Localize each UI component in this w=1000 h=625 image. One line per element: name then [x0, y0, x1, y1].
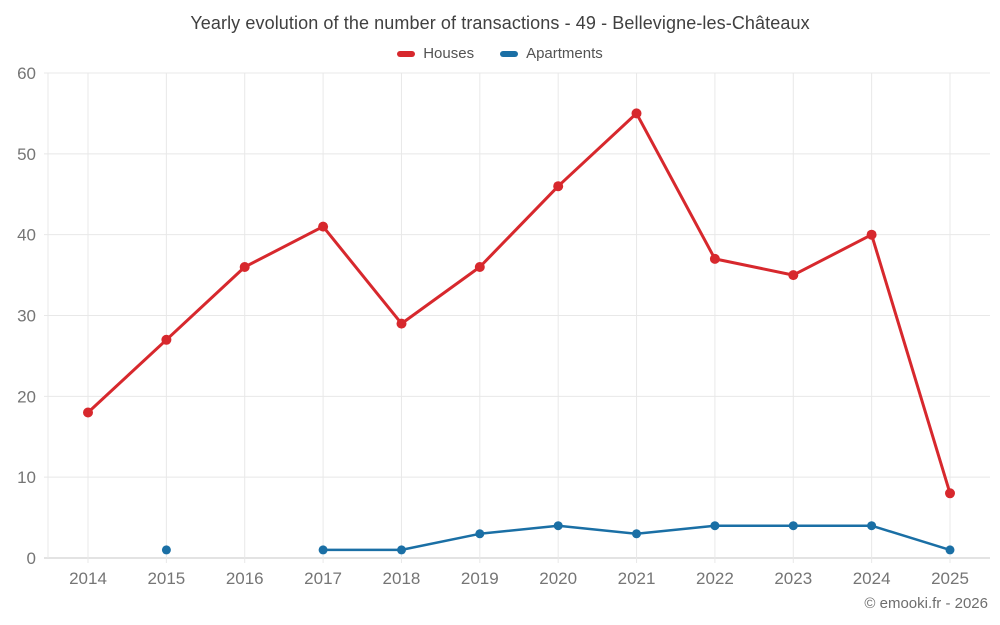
point-apartments-2018[interactable]	[397, 545, 406, 555]
copyright-credit: © emooki.fr - 2026	[864, 595, 988, 612]
x-axis-label-2021: 2021	[618, 569, 656, 588]
chart-legend: Houses Apartments	[0, 45, 1000, 62]
point-houses-2018[interactable]	[396, 318, 407, 329]
x-axis-label-2019: 2019	[461, 569, 499, 588]
point-apartments-2020[interactable]	[553, 521, 563, 531]
x-axis-label-2016: 2016	[226, 569, 264, 588]
x-axis-label-2023: 2023	[774, 569, 812, 588]
x-axis-label-2017: 2017	[304, 569, 342, 588]
point-houses-2022[interactable]	[709, 253, 720, 264]
point-houses-2025[interactable]	[945, 488, 955, 499]
x-axis-label-2025: 2025	[931, 569, 969, 588]
y-axis-label-40: 40	[17, 226, 36, 245]
x-axis-label-2018: 2018	[383, 569, 421, 588]
x-axis-label-2022: 2022	[696, 569, 734, 588]
y-axis-label-0: 0	[27, 549, 36, 568]
point-apartments-2025[interactable]	[945, 545, 955, 555]
x-axis-label-2024: 2024	[853, 569, 891, 588]
y-axis-label-20: 20	[17, 387, 36, 406]
x-axis-label-2020: 2020	[539, 569, 577, 588]
point-apartments-2023[interactable]	[788, 521, 798, 531]
legend-label-houses: Houses	[423, 45, 475, 62]
point-houses-2019[interactable]	[474, 262, 485, 272]
point-houses-2016[interactable]	[239, 262, 250, 272]
point-houses-2015[interactable]	[161, 334, 172, 345]
point-houses-2021[interactable]	[631, 108, 642, 119]
point-houses-2017[interactable]	[318, 221, 329, 232]
point-houses-2020[interactable]	[553, 181, 564, 192]
y-axis-label-50: 50	[17, 145, 36, 164]
point-apartments-2024[interactable]	[867, 521, 877, 531]
point-apartments-2017[interactable]	[318, 545, 328, 555]
y-axis-label-10: 10	[17, 468, 36, 487]
point-apartments-2015[interactable]	[161, 545, 171, 555]
legend-item-houses[interactable]: Houses	[397, 45, 474, 62]
point-apartments-2022[interactable]	[710, 521, 720, 531]
legend-item-apartments[interactable]: Apartments	[500, 45, 603, 62]
point-houses-2023[interactable]	[788, 270, 799, 281]
y-axis-label-30: 30	[17, 307, 36, 326]
point-houses-2024[interactable]	[866, 229, 877, 240]
houses-legend-swatch-icon	[397, 50, 416, 57]
x-axis-label-2014: 2014	[69, 569, 107, 588]
legend-label-apartments: Apartments	[526, 45, 603, 62]
point-houses-2014[interactable]	[83, 407, 93, 418]
point-apartments-2019[interactable]	[475, 529, 485, 539]
apartments-legend-swatch-icon	[500, 50, 519, 57]
y-axis-label-60: 60	[17, 64, 36, 83]
series-houses-line	[86, 111, 952, 494]
point-apartments-2021[interactable]	[632, 529, 641, 539]
x-axis-label-2015: 2015	[147, 569, 185, 588]
chart-title: Yearly evolution of the number of transa…	[190, 13, 810, 33]
